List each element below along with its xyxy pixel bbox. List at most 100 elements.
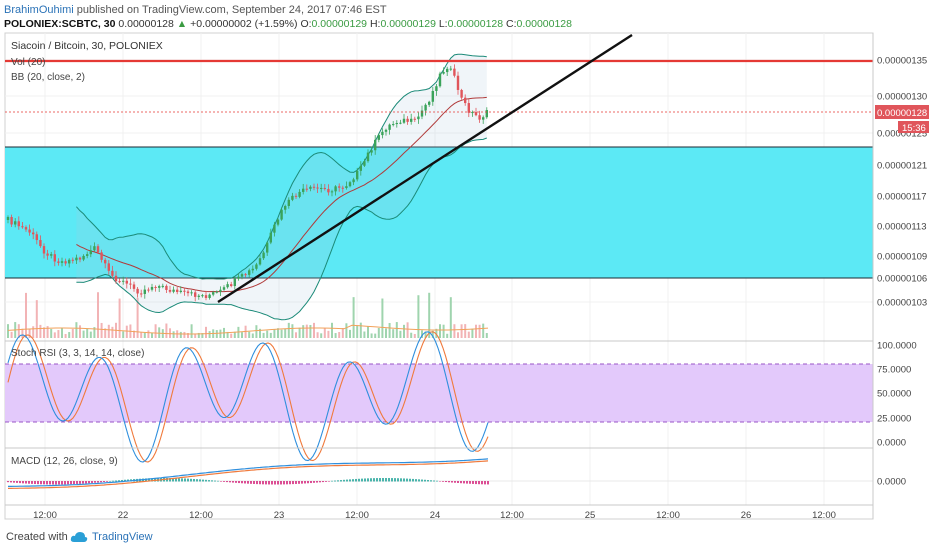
candle-body	[46, 253, 49, 256]
volume-bar	[439, 324, 441, 338]
macd-hist-bar	[232, 481, 234, 483]
time-tick-label: 25	[585, 510, 596, 521]
candle-body	[287, 199, 290, 206]
symbol-label: POLONIEX:SCBTC, 30	[4, 18, 116, 30]
macd-hist-bar	[301, 481, 303, 484]
candle-body	[388, 124, 391, 130]
candle-body	[42, 246, 46, 254]
tradingview-link[interactable]: TradingView	[92, 531, 153, 543]
macd-hist-bar	[436, 480, 438, 482]
candle-body	[417, 116, 420, 120]
time-axis[interactable]: 12:00 22 12:00 23 12:00 24 12:00 25 12:00 26 12:00	[33, 510, 836, 521]
macd-hist-bar	[91, 481, 93, 483]
macd-hist-bar	[388, 478, 390, 482]
trading-chart[interactable]: Siacoin / Bitcoin, 30, POLONIEX Vol (20)…	[0, 0, 932, 528]
candle-body	[251, 268, 254, 271]
macd-hist-bar	[40, 481, 42, 485]
candle-body	[60, 261, 64, 263]
volume-bar	[395, 322, 398, 338]
macd-hist-bar	[217, 480, 219, 482]
macd-hist-bar	[202, 479, 204, 482]
volume-bar	[385, 328, 387, 338]
time-tick-label: 26	[741, 510, 752, 521]
macd-hist-bar	[355, 478, 357, 482]
macd-legend: MACD (12, 26, close, 9)	[11, 456, 118, 467]
volume-bar	[442, 324, 445, 338]
candle-body	[482, 117, 485, 120]
volume-bar	[269, 332, 272, 338]
footer: Created with TradingView	[0, 528, 932, 550]
time-tick-label: 12:00	[345, 510, 369, 521]
volume-bar	[471, 328, 474, 338]
candle-body	[442, 72, 445, 74]
macd-hist-bar	[79, 481, 81, 484]
candle-body	[125, 280, 128, 284]
macd-hist-bar	[403, 478, 405, 482]
demand-zone-rect[interactable]	[5, 147, 873, 278]
volume-bar	[169, 328, 171, 338]
candle-body	[176, 289, 179, 293]
macd-axis: 0.0000	[877, 477, 906, 488]
candle-body	[222, 287, 226, 290]
volume-bar	[399, 330, 402, 338]
candle-body	[82, 255, 85, 260]
macd-hist-bar	[412, 478, 414, 482]
macd-hist-bar	[442, 481, 444, 482]
macd-hist-bar	[268, 481, 270, 485]
volume-bar	[133, 330, 135, 338]
macd-hist-bar	[445, 481, 447, 483]
candle-body	[230, 284, 233, 287]
macd-hist-bar	[433, 480, 435, 482]
candle-body	[334, 186, 337, 192]
volume-bar	[71, 328, 74, 338]
volume-bar	[68, 332, 71, 338]
macd-hist-bar	[115, 480, 117, 482]
bb-legend: BB (20, close, 2)	[11, 72, 85, 83]
candle-body	[154, 286, 157, 288]
volume-bar	[183, 331, 186, 338]
trend-line[interactable]	[217, 33, 633, 304]
volume-bar	[46, 326, 49, 338]
volume-bar	[230, 333, 233, 338]
candle-body	[420, 110, 424, 117]
open-price: 0.00000128	[118, 18, 174, 30]
volume-bar	[421, 330, 423, 338]
candle-body	[341, 187, 344, 189]
candle-body	[226, 284, 229, 288]
macd-hist-bar	[112, 480, 114, 482]
volume-bar	[21, 328, 24, 338]
price-axis[interactable]: 0.00000135 0.00000130 0.00000125 0.00000121…	[877, 56, 927, 309]
candle-body	[6, 217, 10, 220]
candle-body	[104, 259, 107, 264]
time-tick-label: 12:00	[500, 510, 524, 521]
volume-bar	[485, 333, 488, 338]
candle-body	[298, 191, 301, 197]
up-arrow-icon: ▲	[176, 18, 188, 30]
volume-bar	[82, 330, 85, 338]
macd-hist-bar	[415, 479, 417, 482]
price-tick-label: 0.00000117	[877, 192, 927, 203]
candle-body	[424, 104, 427, 111]
author-link[interactable]: BrahimOuhimi	[4, 4, 74, 16]
volume-bar	[446, 333, 449, 338]
candle-body	[107, 263, 110, 271]
volume-bar	[143, 332, 146, 338]
chart-title: Siacoin / Bitcoin, 30, POLONIEX	[11, 40, 163, 52]
price-tick-label: 0.00000121	[877, 161, 927, 172]
volume-bar	[331, 322, 333, 338]
candle-body	[143, 289, 146, 294]
candle-body	[118, 281, 121, 283]
macd-line	[8, 458, 489, 487]
candle-body	[150, 286, 154, 290]
candle-body	[478, 115, 481, 120]
candle-body	[248, 270, 251, 275]
macd-hist-bar	[235, 481, 237, 483]
candle-body	[294, 195, 298, 197]
volume-bar	[205, 326, 207, 338]
l-label: L:	[438, 18, 448, 30]
volume-bar	[35, 300, 38, 338]
volume-bar	[295, 332, 297, 338]
macd-hist-bar	[340, 480, 342, 482]
macd-hist-bar	[25, 481, 27, 484]
volume-bar	[482, 323, 485, 338]
